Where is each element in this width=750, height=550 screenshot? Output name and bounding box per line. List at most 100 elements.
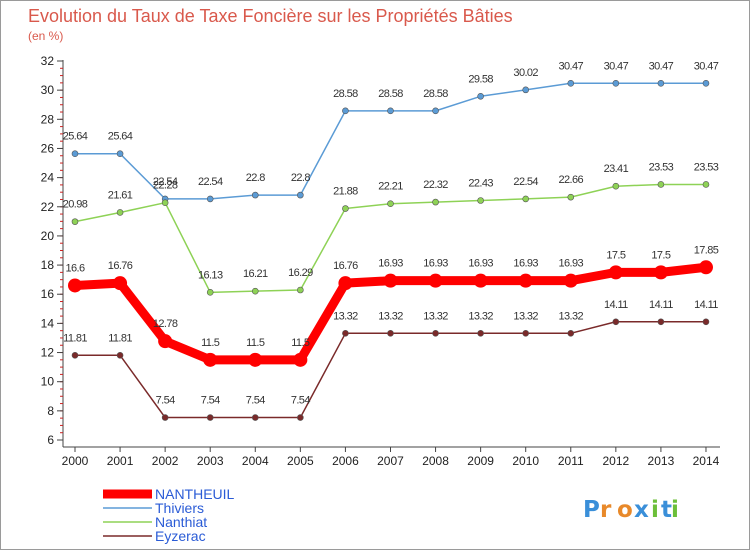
data-point: [563, 273, 578, 288]
data-label: 14.11: [604, 299, 628, 311]
data-label: 28.58: [333, 88, 358, 100]
data-point: [432, 198, 439, 206]
y-tick-label: 32: [41, 54, 55, 68]
data-label: 16.6: [65, 262, 84, 274]
data-label: 23.41: [604, 163, 629, 175]
data-point: [477, 329, 484, 337]
data-label: 22.21: [378, 181, 403, 193]
data-label: 25.64: [63, 131, 88, 143]
data-point: [206, 289, 214, 296]
data-label: 13.32: [378, 310, 403, 322]
data-label: 16.13: [198, 269, 223, 281]
data-point: [567, 329, 575, 337]
logo-letter: i: [651, 497, 659, 523]
data-point: [432, 107, 439, 115]
data-label: 13.32: [513, 310, 538, 322]
data-label: 13.32: [333, 310, 358, 322]
data-label: 22.43: [468, 178, 493, 190]
data-point: [432, 329, 439, 337]
x-tick-label: 2007: [377, 454, 404, 468]
x-tick-label: 2012: [602, 454, 629, 468]
data-label: 16.76: [333, 260, 358, 272]
plot-area: [68, 80, 713, 421]
x-tick-label: 2004: [242, 454, 269, 468]
data-label: 13.32: [423, 310, 448, 322]
x-tick-label: 2009: [467, 454, 494, 468]
x-tick-label: 2006: [332, 454, 359, 468]
x-tick-label: 2014: [693, 454, 720, 468]
data-point: [251, 287, 259, 295]
data-label: 23.53: [694, 161, 719, 173]
data-label: 30.47: [559, 60, 584, 72]
y-tick-label: 12: [41, 346, 55, 360]
data-point: [657, 80, 665, 87]
logo-letter: t: [661, 497, 672, 523]
axes: 6 8 10 12 14 16 18 20 22 24 26 28 30 32 2000 2001 2002 20…: [41, 54, 720, 468]
data-point: [116, 209, 124, 216]
data-point: [113, 276, 128, 291]
y-tick-label: 22: [41, 200, 55, 214]
data-point: [71, 352, 79, 359]
data-point: [116, 352, 124, 359]
data-label: 22.8: [246, 172, 265, 184]
data-point: [477, 197, 484, 204]
data-point: [342, 329, 349, 337]
data-point: [698, 260, 713, 275]
data-label: 23.53: [649, 161, 674, 173]
data-label: 21.88: [333, 186, 358, 198]
data-label: 22.8: [291, 172, 310, 184]
y-tick-label: 10: [41, 375, 55, 389]
x-tick-label: 2002: [152, 454, 179, 468]
legend-label: NANTHEUIL: [155, 486, 235, 502]
data-label: 11.81: [108, 332, 132, 344]
data-label: 7.54: [291, 395, 310, 407]
data-point: [522, 329, 530, 337]
y-tick-label: 24: [41, 171, 55, 185]
data-label: 16.29: [288, 267, 313, 279]
data-label: 30.02: [513, 67, 538, 79]
data-label: 22.54: [513, 176, 538, 188]
x-tick-label: 2001: [107, 454, 134, 468]
data-point: [383, 273, 398, 288]
logo-letter: i: [671, 497, 679, 523]
data-label: 22.54: [198, 176, 223, 188]
data-point: [116, 150, 124, 158]
data-point: [657, 318, 665, 326]
data-label: 30.47: [694, 60, 719, 72]
x-tick-label: 2013: [648, 454, 675, 468]
data-point: [158, 334, 173, 349]
data-point: [71, 218, 79, 225]
data-point: [522, 195, 530, 203]
legend-label: Nanthiat: [155, 514, 207, 530]
y-tick-label: 30: [41, 83, 55, 97]
data-point: [297, 286, 304, 294]
logo-letter: o: [617, 497, 633, 523]
y-tick-label: 26: [41, 141, 55, 155]
data-label: 14.11: [694, 299, 718, 311]
data-point: [702, 181, 710, 188]
data-point: [161, 414, 169, 421]
data-label: 11.5: [246, 337, 265, 349]
data-point: [522, 86, 530, 94]
data-point: [206, 195, 214, 203]
x-tick-label: 2005: [287, 454, 314, 468]
data-point: [428, 273, 443, 288]
data-point: [342, 107, 349, 115]
data-point: [293, 352, 308, 367]
data-point: [567, 80, 575, 87]
data-label: 22.54: [153, 176, 178, 188]
data-label: 30.47: [604, 60, 629, 72]
data-label: 16.93: [513, 258, 538, 270]
data-point: [203, 352, 218, 367]
data-label: 28.58: [423, 88, 448, 100]
data-label: 7.54: [246, 395, 265, 407]
logo-letter: r: [600, 497, 612, 523]
y-tick-label: 16: [41, 287, 55, 301]
data-label: 28.58: [378, 88, 403, 100]
data-point: [702, 318, 710, 326]
data-point: [473, 273, 488, 288]
y-tick-label: 20: [41, 229, 55, 243]
data-labels: 16.6 16.76 12.78 11.5 11.5 11.5 16.76 16.93 16.9…: [63, 60, 720, 407]
